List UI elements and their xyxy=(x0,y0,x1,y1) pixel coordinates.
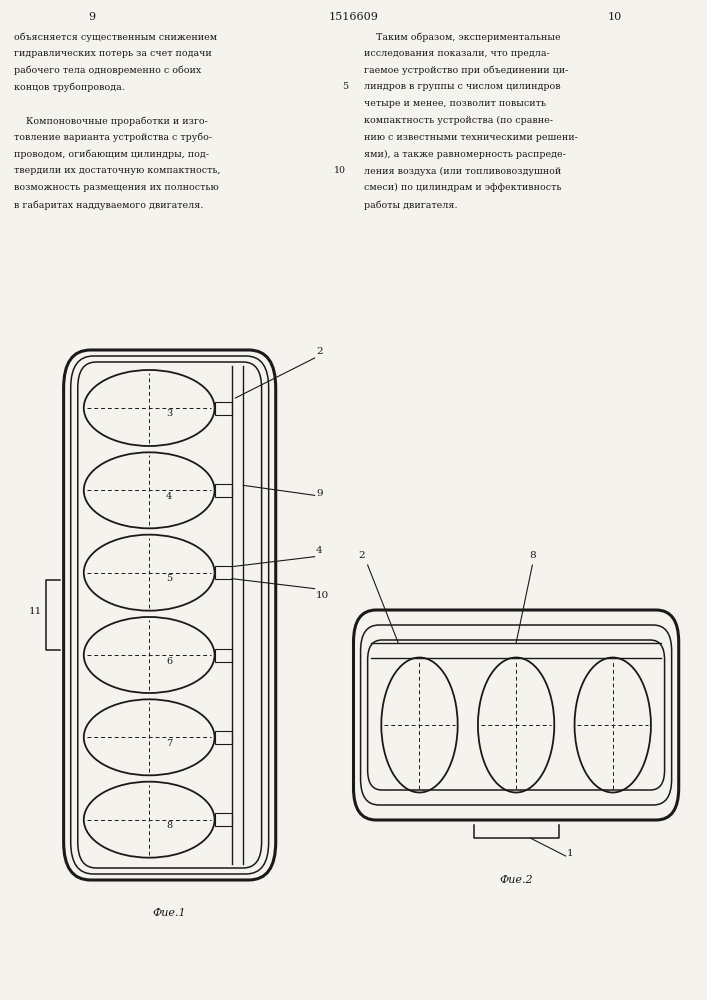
Text: возможность размещения их полностью: возможность размещения их полностью xyxy=(14,183,219,192)
Text: линдров в группы с числом цилиндров: линдров в группы с числом цилиндров xyxy=(364,82,561,91)
Text: 10: 10 xyxy=(334,166,346,175)
Text: смеси) по цилиндрам и эффективность: смеси) по цилиндрам и эффективность xyxy=(364,183,561,192)
Text: 4: 4 xyxy=(316,546,322,555)
Text: 2: 2 xyxy=(316,347,322,356)
Text: 8: 8 xyxy=(529,551,536,560)
Text: 9: 9 xyxy=(316,489,322,498)
Bar xyxy=(215,649,232,662)
Text: Фие.1: Фие.1 xyxy=(153,908,187,918)
Text: четыре и менее, позволит повысить: четыре и менее, позволит повысить xyxy=(364,99,546,108)
Text: проводом, огибающим цилиндры, под-: проводом, огибающим цилиндры, под- xyxy=(14,150,209,159)
Text: рабочего тела одновременно с обоих: рабочего тела одновременно с обоих xyxy=(14,66,201,75)
Text: объясняется существенным снижением: объясняется существенным снижением xyxy=(14,32,217,41)
Text: 5: 5 xyxy=(166,574,172,583)
Text: 9: 9 xyxy=(88,12,95,22)
Text: компактность устройства (по сравне-: компактность устройства (по сравне- xyxy=(364,116,553,125)
Text: Компоновочные проработки и изго-: Компоновочные проработки и изго- xyxy=(14,116,208,125)
Text: 1516609: 1516609 xyxy=(329,12,378,22)
Text: гидравлических потерь за счет подачи: гидравлических потерь за счет подачи xyxy=(14,49,212,58)
Text: 8: 8 xyxy=(166,821,172,830)
Text: ления воздуха (или топливовоздушной: ления воздуха (или топливовоздушной xyxy=(364,166,561,176)
Text: 5: 5 xyxy=(342,82,349,91)
Text: 10: 10 xyxy=(608,12,622,22)
Text: Фие.2: Фие.2 xyxy=(499,875,533,885)
Text: гаемое устройство при объединении ци-: гаемое устройство при объединении ци- xyxy=(364,66,568,75)
Text: 2: 2 xyxy=(358,551,366,560)
Bar xyxy=(215,484,232,497)
Text: твердили их достаточную компактность,: твердили их достаточную компактность, xyxy=(14,166,221,175)
Text: концов трубопровода.: концов трубопровода. xyxy=(14,82,125,92)
Text: исследования показали, что предла-: исследования показали, что предла- xyxy=(364,49,550,58)
Text: 1: 1 xyxy=(567,849,573,858)
Bar xyxy=(215,566,232,579)
Bar xyxy=(215,731,232,744)
Text: 7: 7 xyxy=(166,739,172,748)
Text: работы двигателя.: работы двигателя. xyxy=(364,200,457,210)
Text: 3: 3 xyxy=(166,410,172,418)
Bar xyxy=(215,401,232,414)
Text: нию с известными техническими решени-: нию с известными техническими решени- xyxy=(364,133,578,142)
Text: 6: 6 xyxy=(166,657,172,666)
Text: 11: 11 xyxy=(29,606,42,615)
Text: ями), а также равномерность распреде-: ями), а также равномерность распреде- xyxy=(364,150,566,159)
Text: в габаритах наддуваемого двигателя.: в габаритах наддуваемого двигателя. xyxy=(14,200,204,210)
Bar xyxy=(215,813,232,826)
Text: Таким образом, экспериментальные: Таким образом, экспериментальные xyxy=(364,32,561,41)
Text: товление варианта устройства с трубо-: товление варианта устройства с трубо- xyxy=(14,133,212,142)
Text: 4: 4 xyxy=(166,492,172,501)
Text: 10: 10 xyxy=(316,591,329,600)
